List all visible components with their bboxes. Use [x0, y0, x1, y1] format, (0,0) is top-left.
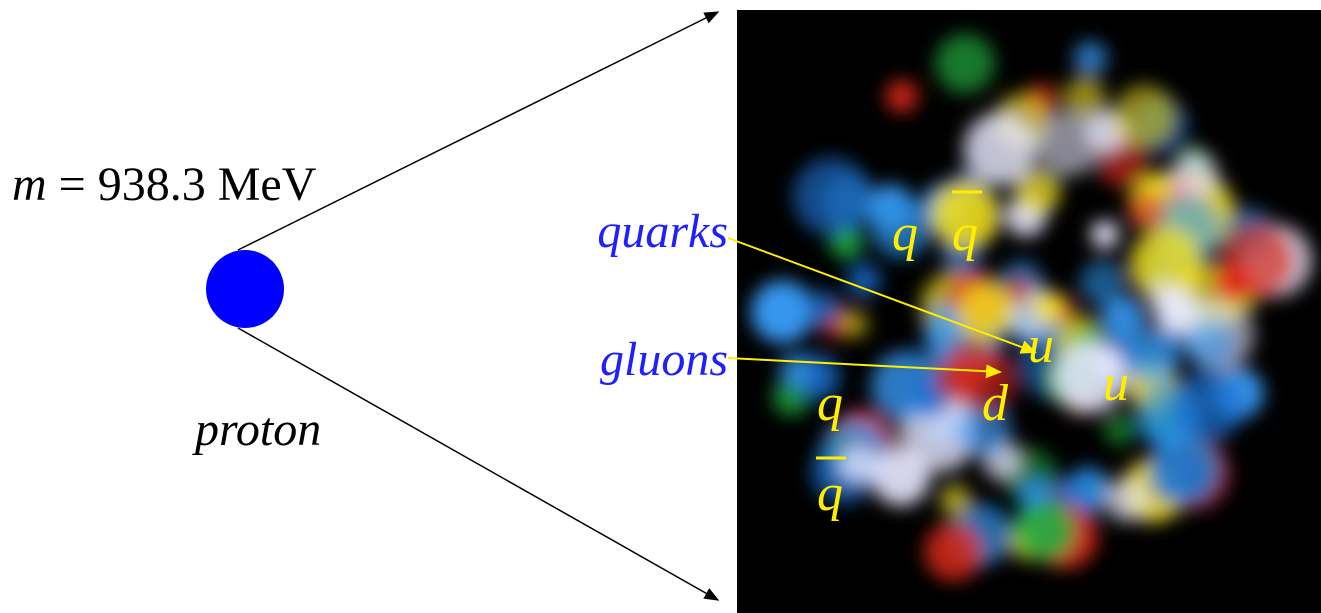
parton-blob: [1017, 475, 1048, 506]
parton-blob: [957, 283, 1014, 340]
parton-blob: [1073, 41, 1107, 75]
mass-label: m = 938.3 MeV: [12, 158, 317, 211]
parton-blob: [1148, 281, 1179, 312]
parton-blob: [1172, 370, 1244, 442]
parton-blob: [924, 522, 983, 581]
parton-label: d: [982, 375, 1009, 432]
parton-blob: [1091, 220, 1119, 248]
parton-label: q: [817, 375, 843, 432]
parton-label: u: [1103, 355, 1129, 412]
parton-label: u: [1028, 317, 1054, 374]
parton-blob: [1105, 479, 1148, 522]
parton-blob: [1101, 296, 1146, 341]
parton-blob: [751, 280, 814, 343]
parton-blob: [1213, 262, 1254, 303]
mass-symbol: m: [12, 158, 47, 211]
parton-blob: [1013, 500, 1074, 561]
parton-label: q: [817, 465, 843, 522]
proton-label: proton: [192, 403, 321, 456]
parton-blob: [805, 291, 841, 327]
parton-blob: [872, 448, 930, 506]
pointer-label: gluons: [600, 333, 728, 386]
parton-blob: [840, 310, 868, 338]
parton-blob: [1113, 85, 1177, 149]
parton-blob: [840, 446, 877, 483]
parton-blob: [885, 80, 918, 113]
proton-dot: [206, 250, 284, 328]
parton-blob: [1172, 152, 1219, 199]
diagram: m = 938.3 MeV proton quarks gluons q q u…: [0, 0, 1321, 613]
parton-blob: [964, 112, 1037, 185]
parton-label: q: [952, 205, 978, 262]
parton-blob: [935, 34, 995, 94]
parton-blob: [779, 353, 813, 387]
parton-blob: [1126, 191, 1167, 232]
mass-value: = 938.3 MeV: [59, 158, 317, 211]
parton-blob: [1148, 446, 1207, 505]
parton-label: q: [892, 205, 918, 262]
page: m = 938.3 MeV proton quarks gluons q q u…: [0, 0, 1321, 613]
pointer-label: quarks: [597, 205, 728, 258]
parton-blob: [1103, 412, 1137, 446]
parton-blob: [940, 484, 971, 515]
parton-blob: [793, 157, 871, 235]
